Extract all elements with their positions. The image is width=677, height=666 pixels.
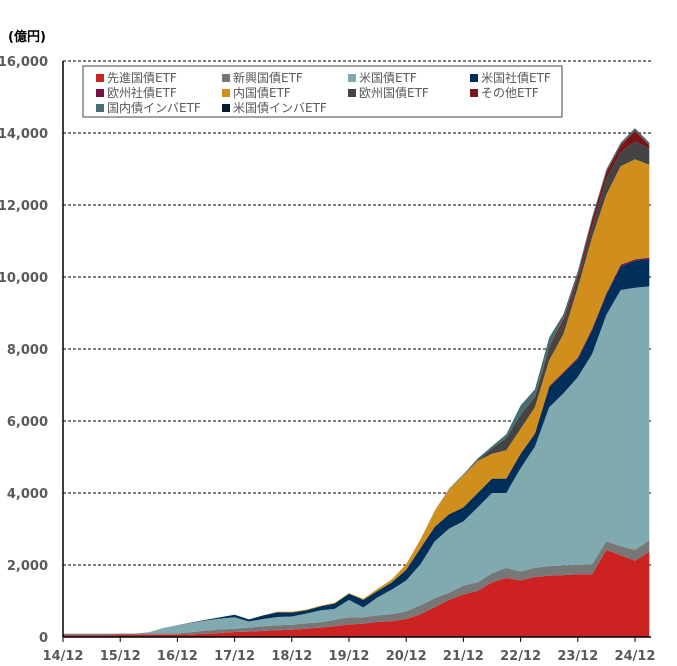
x-tick-label: 24/12 <box>615 649 656 664</box>
y-tick-label: 14,000 <box>0 127 48 142</box>
x-tick-label: 15/12 <box>100 649 141 664</box>
y-tick-label: 8,000 <box>7 343 48 358</box>
legend-label: 先進国債ETF <box>107 70 177 85</box>
legend-label: 新興国債ETF <box>233 70 303 85</box>
y-tick-label: 6,000 <box>7 415 48 430</box>
area-series-3 <box>63 259 650 634</box>
legend-swatch <box>348 89 356 97</box>
y-tick-label: 16,000 <box>0 55 48 70</box>
unit-label: (億円) <box>8 29 46 45</box>
legend-label: 国内債インバETF <box>107 100 201 115</box>
y-tick-label: 4,000 <box>7 487 48 502</box>
x-tick-label: 23/12 <box>557 649 598 664</box>
legend-swatch <box>96 89 104 97</box>
legend-label: 欧州社債ETF <box>107 85 177 100</box>
x-tick-label: 14/12 <box>43 649 84 664</box>
legend-swatch <box>96 104 104 112</box>
area-series-2 <box>63 286 650 634</box>
legend-label: 米国債ETF <box>359 70 417 85</box>
legend-label: 内国債ETF <box>233 85 291 100</box>
x-tick-label: 21/12 <box>443 649 484 664</box>
legend-label: 米国債インバETF <box>233 100 327 115</box>
y-tick-label: 0 <box>39 631 48 646</box>
legend-label: その他ETF <box>481 86 539 100</box>
x-tick-label: 16/12 <box>157 649 198 664</box>
legend-box <box>82 65 563 118</box>
legend-label: 欧州国債ETF <box>359 85 429 100</box>
y-tick-label: 12,000 <box>0 199 48 214</box>
y-tick-label: 2,000 <box>7 559 48 574</box>
legend-swatch <box>96 74 104 82</box>
legend-label: 米国社債ETF <box>481 70 551 85</box>
x-tick-label: 19/12 <box>329 649 370 664</box>
legend-swatch <box>470 89 478 97</box>
x-tick-label: 22/12 <box>500 649 541 664</box>
x-tick-label: 18/12 <box>271 649 312 664</box>
legend-swatch <box>470 74 478 82</box>
x-tick-label: 20/12 <box>386 649 427 664</box>
legend-swatch <box>222 74 230 82</box>
y-tick-label: 10,000 <box>0 271 48 286</box>
x-tick-label: 17/12 <box>214 649 255 664</box>
area-series-0 <box>63 549 650 637</box>
legend-swatch <box>222 104 230 112</box>
legend-swatch <box>348 74 356 82</box>
legend-swatch <box>222 89 230 97</box>
